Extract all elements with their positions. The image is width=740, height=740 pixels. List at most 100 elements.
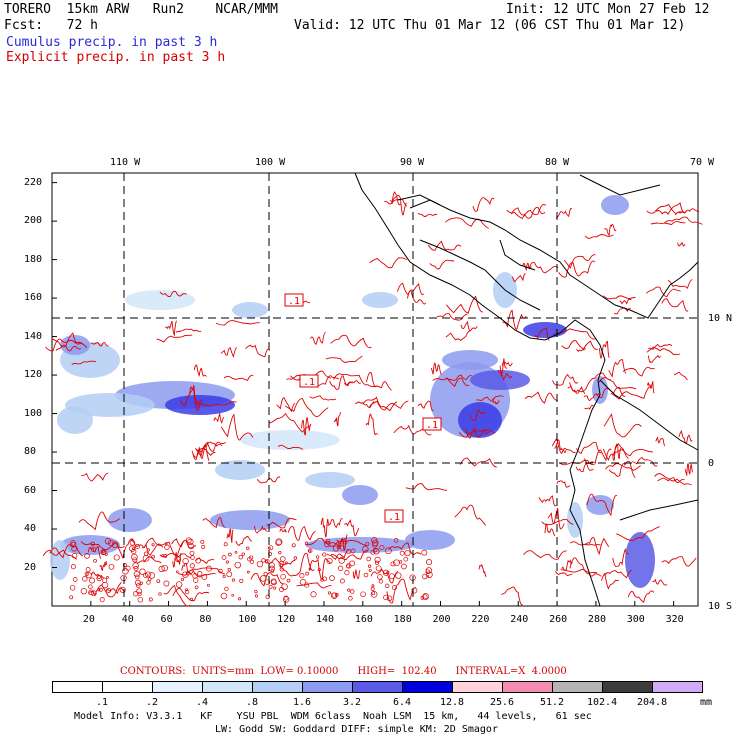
precip-contour-cell <box>151 554 155 559</box>
precip-contour <box>528 261 559 274</box>
precip-contour <box>604 224 617 236</box>
precip-contour <box>597 377 637 390</box>
legend-swatch <box>202 681 253 693</box>
x-tick-label: 320 <box>665 614 684 625</box>
precip-contour-cell <box>379 544 385 551</box>
x-tick-label: 140 <box>315 614 335 625</box>
precip-contour-cell <box>85 567 91 573</box>
precip-contour <box>223 374 254 382</box>
precip-contour-cell <box>368 568 372 572</box>
precip-contour <box>602 295 636 300</box>
precip-contour-cell <box>224 586 229 592</box>
precip-contour-cell <box>392 585 397 591</box>
lat-label-0: 0 <box>708 458 715 469</box>
precip-contour-cell <box>247 556 252 562</box>
cumulus-field-title: Cumulus precip. in past 3 h <box>6 35 218 50</box>
precip-contour-cell <box>238 554 244 560</box>
precip-blob <box>601 195 629 215</box>
precip-contour-cell <box>119 586 126 593</box>
precip-contour-cell <box>122 563 127 567</box>
precip-contour <box>499 358 507 376</box>
x-tick-label: 280 <box>587 614 606 625</box>
precip-contour <box>180 387 203 411</box>
precip-contour-cell <box>332 545 339 552</box>
precip-contour <box>78 511 121 531</box>
coastline <box>579 174 661 196</box>
precip-contour-cell <box>327 591 332 595</box>
precip-contour-cell <box>228 552 232 557</box>
precip-contour-cell <box>254 594 258 598</box>
precip-contour <box>172 551 182 568</box>
precip-contour <box>619 298 632 305</box>
precip-contour-cell <box>187 543 195 550</box>
precip-contour-cell <box>320 578 324 582</box>
precip-contour <box>608 460 636 479</box>
precip-contour-cell <box>382 569 390 576</box>
precip-contour <box>616 526 660 541</box>
precip-contour-cell <box>201 544 206 549</box>
x-tick-label: 200 <box>432 614 451 625</box>
precip-contour <box>42 549 78 560</box>
legend-swatch <box>152 681 203 693</box>
precip-contour <box>459 457 497 468</box>
precip-contour <box>344 519 360 537</box>
precip-contour-cell <box>371 591 376 596</box>
precip-contour <box>117 538 144 560</box>
contour-label-box <box>284 293 304 307</box>
lat-label-10n: 10 N <box>708 313 733 324</box>
precip-contour <box>600 572 619 590</box>
legend-swatch <box>302 681 353 693</box>
init-time: Init: 12 UTC Mon 27 Feb 12 <box>506 2 710 17</box>
precip-contour-cell <box>189 563 195 569</box>
precip-contour-cell <box>349 560 355 567</box>
precip-contour <box>71 360 97 366</box>
precip-contour-cell <box>186 571 190 576</box>
precip-contour-cell <box>133 566 139 571</box>
precip-contour <box>326 549 349 560</box>
precip-contour <box>384 198 408 207</box>
precip-contour <box>501 586 523 606</box>
precip-contour <box>510 206 546 219</box>
precip-contour <box>369 400 409 411</box>
precip-contour <box>215 320 260 326</box>
precip-blob <box>50 540 70 580</box>
precip-contour-cell <box>375 565 382 572</box>
forecast-hour: Fcst: 72 h <box>4 18 98 33</box>
precip-contour <box>270 557 296 565</box>
precip-contour <box>369 257 407 269</box>
precip-contour <box>284 398 329 417</box>
precip-contour-cell <box>299 579 307 586</box>
precip-contour <box>344 380 361 386</box>
precip-blob <box>240 430 340 450</box>
precip-contour-cell <box>103 562 108 566</box>
precip-contour-cell <box>226 571 233 578</box>
run-title: TORERO 15km ARW Run2 NCAR/MMM <box>4 2 278 17</box>
precip-contour-cell <box>104 538 112 545</box>
precip-contour <box>603 569 633 579</box>
precip-contour-cell <box>101 550 107 555</box>
precip-contour <box>417 212 438 218</box>
precip-contour-cell <box>148 597 153 602</box>
precip-contour <box>80 541 125 551</box>
precip-contour <box>279 528 287 533</box>
precip-contours: .1 .1 .1 .1 <box>42 191 703 607</box>
precip-contour-cell <box>234 550 238 554</box>
y-tick-label: 160 <box>24 292 43 304</box>
y-tick-label: 80 <box>24 446 37 458</box>
precip-contour-cell <box>347 588 351 592</box>
precip-contour <box>88 582 122 598</box>
precip-contour <box>194 441 227 453</box>
precip-contour-cell <box>99 597 105 603</box>
precip-contour <box>213 413 224 424</box>
precip-contour <box>583 393 600 401</box>
precip-contour <box>194 401 237 407</box>
precip-contour-cell <box>360 591 366 597</box>
precip-contour-cell <box>70 564 76 570</box>
precip-contour <box>661 556 697 567</box>
precip-contour-cell <box>246 570 250 574</box>
precip-contour-cell <box>265 560 269 564</box>
precip-contour-cell <box>89 577 96 584</box>
axis-ticks <box>52 182 675 606</box>
precip-blob <box>458 402 502 438</box>
precip-contour-cell <box>182 557 189 565</box>
